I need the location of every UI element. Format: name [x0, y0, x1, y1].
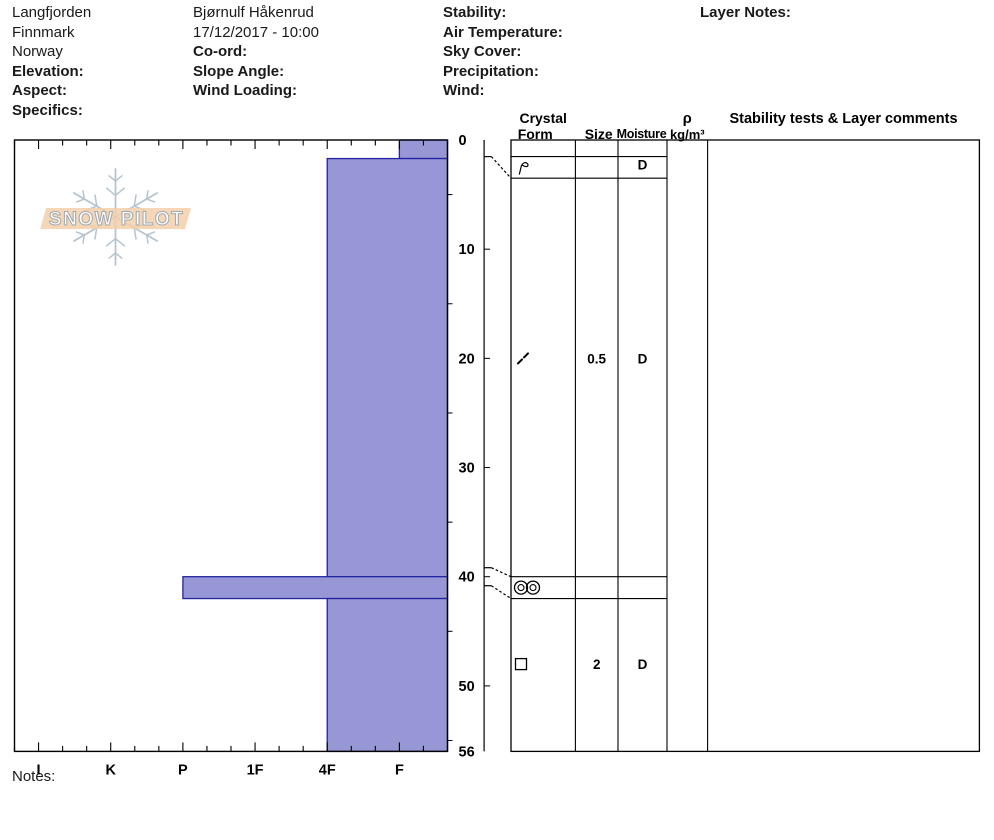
svg-text:Moisture: Moisture — [617, 127, 667, 141]
svg-text:1F: 1F — [247, 762, 264, 778]
svg-text:40: 40 — [459, 570, 475, 586]
svg-text:K: K — [105, 762, 116, 778]
svg-text:0.5: 0.5 — [587, 351, 606, 366]
svg-text:10: 10 — [459, 242, 475, 258]
svg-text:50: 50 — [459, 679, 475, 695]
svg-text:D: D — [638, 351, 648, 366]
svg-text:P: P — [178, 762, 188, 778]
svg-text:D: D — [638, 657, 648, 672]
svg-text:F: F — [395, 762, 404, 778]
svg-text:kg/m³: kg/m³ — [670, 127, 705, 142]
svg-text:0: 0 — [459, 133, 467, 149]
svg-text:Crystal: Crystal — [519, 110, 566, 126]
svg-text:2: 2 — [593, 657, 601, 672]
svg-text:Stability tests & Layer commen: Stability tests & Layer comments — [729, 111, 957, 127]
svg-text:Form: Form — [518, 126, 553, 142]
svg-text:20: 20 — [459, 351, 475, 367]
svg-text:30: 30 — [459, 461, 475, 477]
svg-text:4F: 4F — [319, 762, 336, 778]
svg-text:56: 56 — [459, 744, 475, 760]
svg-text:D: D — [638, 157, 648, 172]
svg-text:SNOW PILOT: SNOW PILOT — [49, 209, 184, 230]
svg-text:ρ: ρ — [683, 111, 692, 127]
svg-text:Size: Size — [585, 126, 613, 142]
svg-text:I: I — [37, 762, 41, 778]
